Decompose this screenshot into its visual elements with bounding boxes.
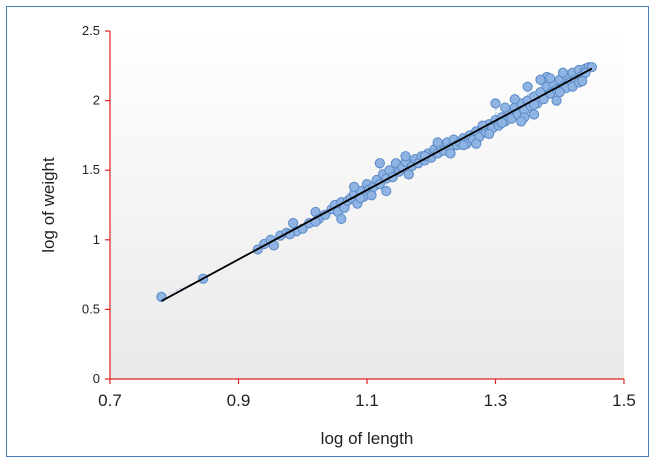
y-tick-label: 2.5 — [82, 23, 100, 38]
data-point — [500, 102, 511, 113]
data-point — [522, 81, 533, 92]
data-point — [551, 95, 562, 106]
x-tick-label: 1.5 — [612, 391, 636, 410]
data-point — [349, 181, 360, 193]
data-point — [496, 117, 508, 128]
y-tick-label: 0.5 — [82, 301, 100, 316]
y-axis-title: log of weight — [39, 157, 58, 253]
y-tick-label: 0 — [93, 371, 100, 386]
data-point — [403, 169, 414, 180]
x-tick-label: 1.1 — [355, 391, 379, 410]
tick-labels: 0 0.5 1 1.5 2 2.5 0.7 0.9 1.1 1.3 1.5 — [82, 23, 636, 410]
data-point — [288, 217, 299, 229]
x-tick-label: 0.7 — [98, 391, 122, 410]
data-point — [445, 148, 456, 159]
data-point — [336, 213, 347, 225]
data-point — [557, 67, 569, 78]
data-point — [400, 151, 411, 162]
data-point — [535, 74, 546, 85]
data-point — [471, 138, 482, 149]
data-point — [381, 185, 392, 197]
data-point — [366, 190, 377, 201]
data-point — [545, 73, 556, 84]
data-point — [490, 98, 501, 109]
y-tick-label: 2 — [93, 93, 100, 108]
x-tick-label: 1.3 — [484, 391, 508, 410]
y-tick-label: 1.5 — [82, 162, 100, 177]
data-point — [483, 128, 495, 140]
trend-line — [160, 67, 593, 302]
trend-line-group — [160, 67, 593, 302]
x-tick-label: 0.9 — [227, 391, 251, 410]
data-point — [509, 94, 520, 105]
data-point — [528, 109, 540, 120]
data-point — [458, 140, 469, 151]
data-point — [374, 158, 385, 169]
data-point — [432, 137, 443, 148]
axes — [105, 30, 625, 384]
x-axis-title: log of length — [321, 429, 414, 448]
data-point — [516, 116, 527, 127]
data-point — [554, 87, 565, 98]
y-tick-label: 1 — [93, 232, 100, 247]
data-point — [577, 76, 588, 87]
